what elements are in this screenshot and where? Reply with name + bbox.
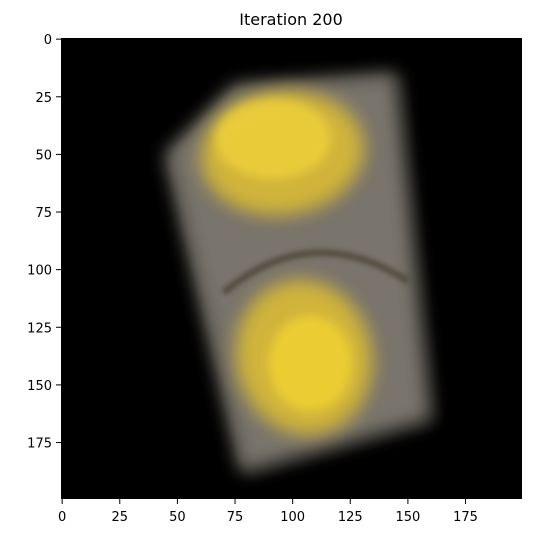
object-dark-arc <box>221 249 410 296</box>
y-tick-label: 75 <box>35 206 52 221</box>
chart-title: Iteration 200 <box>239 10 343 29</box>
y-axis: 0 25 50 75 100 125 150 175 <box>27 33 61 452</box>
y-tick-label: 50 <box>35 148 52 163</box>
y-tick-label: 0 <box>44 33 52 48</box>
object-upper-yellow-highlight <box>215 98 332 179</box>
x-tick-label: 25 <box>112 510 129 525</box>
x-tick-label: 50 <box>169 510 186 525</box>
x-tick-label: 100 <box>280 510 305 525</box>
x-tick-label: 0 <box>58 510 66 525</box>
x-tick-label: 150 <box>395 510 420 525</box>
y-tick-label: 25 <box>35 91 52 106</box>
heatmap-image <box>61 38 522 499</box>
x-axis: 0 25 50 75 100 125 150 175 <box>58 499 478 525</box>
x-tick-label: 75 <box>227 510 244 525</box>
plot-frame <box>61 38 522 499</box>
x-tick-label: 175 <box>453 510 478 525</box>
x-tick-label: 125 <box>338 510 363 525</box>
object-lower-yellow-highlight <box>268 315 353 412</box>
y-tick-label: 125 <box>27 321 52 336</box>
y-tick-label: 150 <box>27 379 52 394</box>
y-tick-label: 100 <box>27 264 52 279</box>
y-tick-label: 175 <box>27 437 52 452</box>
